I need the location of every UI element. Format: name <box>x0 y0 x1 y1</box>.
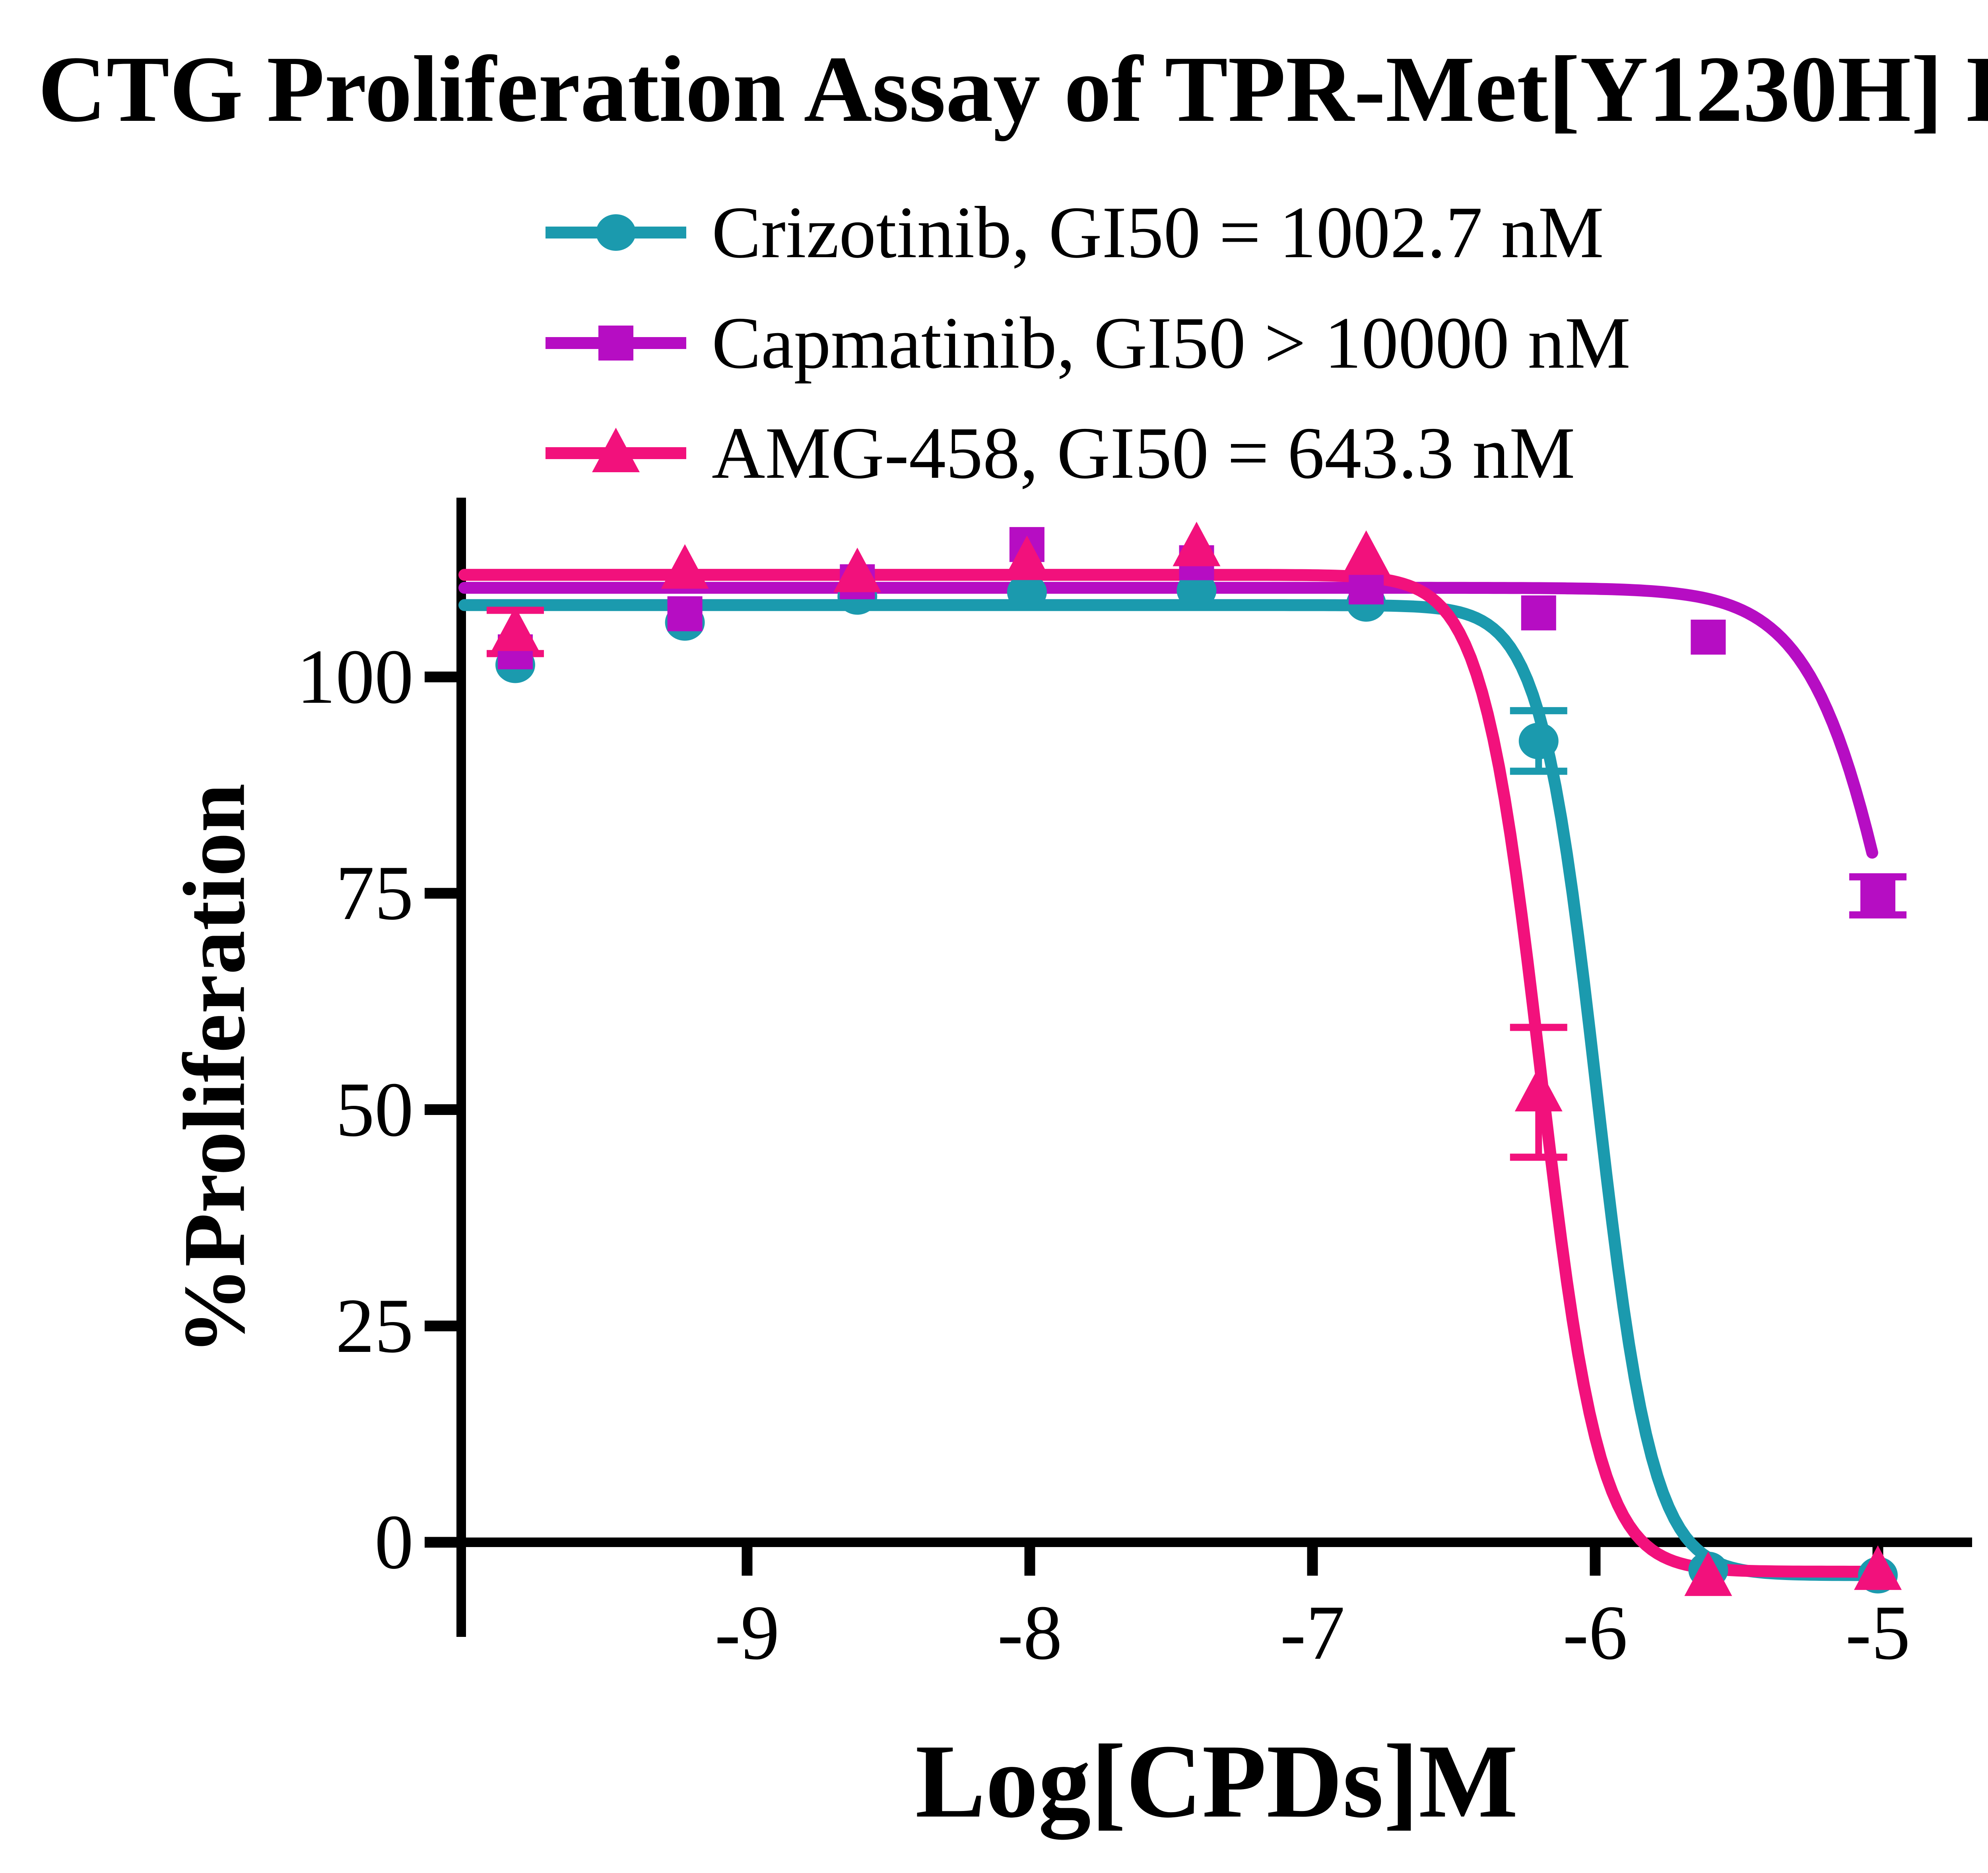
legend-row-capmatinib: Capmatinib, GI50 > 10000 nM <box>0 296 1988 390</box>
amg-458-marker <box>1854 1545 1902 1590</box>
amg-458-marker <box>491 606 539 651</box>
capmatinib-marker <box>1349 569 1384 605</box>
y-tick-label: 75 <box>336 850 414 936</box>
legend-label-capmatinib: Capmatinib, GI50 > 10000 nM <box>712 302 1631 384</box>
amg458-triangle-swatch-icon <box>546 428 686 472</box>
capmatinib-marker <box>667 596 703 632</box>
x-tick-label: -7 <box>1280 1590 1345 1676</box>
crizotinib-circle-swatch-icon <box>546 214 686 251</box>
chart-title: CTG Proliferation Assay of TPR-Met[Y1230… <box>38 37 1988 142</box>
amg-458-marker <box>661 544 709 589</box>
crizotinib-marker <box>1007 574 1047 611</box>
capmatinib-marker <box>1521 595 1556 630</box>
amg-458-legend-marker-icon <box>592 428 640 472</box>
series-curve-crizotinib <box>458 599 1878 1581</box>
amg-458-marker <box>1342 530 1390 575</box>
x-tick-label: -5 <box>1845 1590 1910 1676</box>
y-tick-label: 50 <box>336 1066 414 1153</box>
legend-label-amg458: AMG-458, GI50 = 643.3 nM <box>712 412 1575 494</box>
capmatinib-legend-marker-icon <box>598 326 633 361</box>
y-tick-label: 25 <box>336 1282 414 1369</box>
crizotinib-marker <box>1518 723 1559 760</box>
y-tick-label: 0 <box>375 1499 414 1585</box>
legend: Crizotinib, GI50 = 1002.7 nM Capmatinib,… <box>0 0 1988 517</box>
x-tick-label: -6 <box>1563 1590 1628 1676</box>
y-axis-title: %Proliferation <box>165 783 264 1355</box>
series-curve-amg-458 <box>458 569 1878 1578</box>
amg-458-marker <box>1003 535 1051 580</box>
capmatinib-marker <box>1860 878 1895 913</box>
amg-458-marker <box>833 547 881 592</box>
x-tick-label: -8 <box>997 1590 1062 1676</box>
x-tick-label: -9 <box>714 1590 780 1676</box>
y-tick-label: 100 <box>297 634 414 720</box>
capmatinib-square-swatch-icon <box>546 326 686 361</box>
crizotinib-marker <box>1176 572 1217 609</box>
amg-458-marker <box>1514 1066 1563 1111</box>
legend-label-crizotinib: Crizotinib, GI50 = 1002.7 nM <box>712 192 1604 273</box>
amg-458-marker <box>1173 522 1221 566</box>
capmatinib-marker <box>1691 619 1726 655</box>
crizotinib-legend-marker-icon <box>596 214 636 251</box>
legend-row-amg458: AMG-458, GI50 = 643.3 nM <box>0 406 1988 500</box>
amg-458-marker <box>1684 1551 1732 1596</box>
legend-row-crizotinib: Crizotinib, GI50 = 1002.7 nM <box>0 186 1988 279</box>
x-axis-title: Log[CPDs]M <box>915 1723 1518 1840</box>
